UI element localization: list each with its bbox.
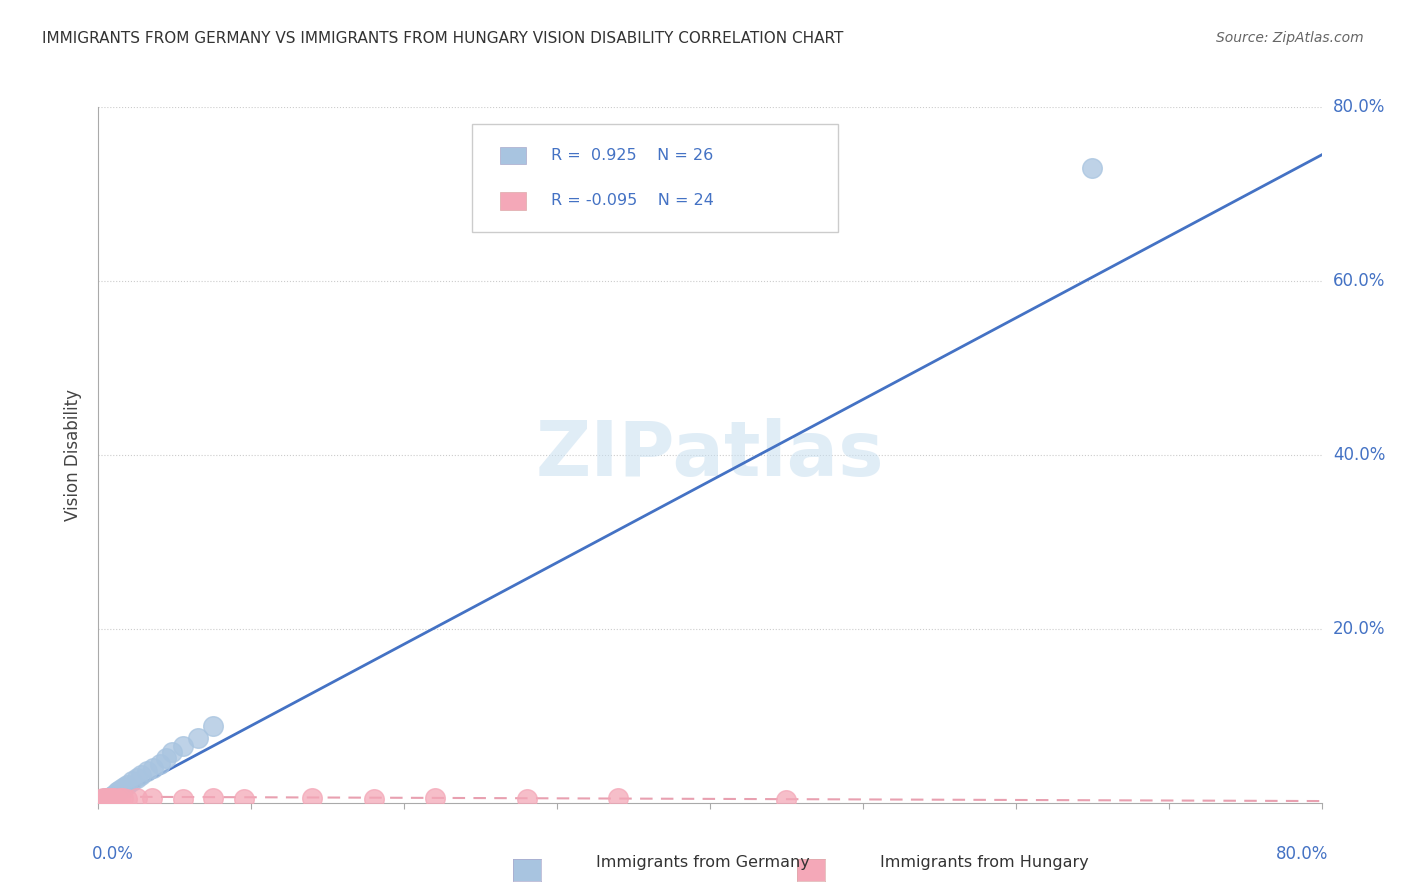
Point [232,792,254,806]
Point [363,792,385,806]
Point [101,790,124,805]
Point [516,792,538,806]
Point [172,792,194,806]
Point [91,793,114,807]
Text: R = -0.095    N = 24: R = -0.095 N = 24 [551,194,714,209]
Text: 0.0%: 0.0% [93,845,134,863]
FancyBboxPatch shape [499,193,526,210]
Text: Immigrants from Germany: Immigrants from Germany [596,855,810,870]
Point [98,791,121,805]
Point [94,792,117,806]
Point [607,791,630,805]
Point [101,789,124,803]
Point [97,793,120,807]
Point [110,781,132,796]
Point [104,787,127,801]
Point [149,756,172,771]
Point [107,783,129,797]
Point [94,790,117,805]
Point [1081,161,1104,175]
Text: Source: ZipAtlas.com: Source: ZipAtlas.com [1216,31,1364,45]
Point [775,793,797,807]
Point [98,791,121,805]
Point [117,792,139,806]
Point [136,764,159,779]
Point [202,719,225,733]
Point [100,789,122,804]
Text: ZIPatlas: ZIPatlas [536,418,884,491]
Point [105,785,128,799]
Point [121,774,143,789]
Text: 80.0%: 80.0% [1333,98,1385,116]
Point [97,790,120,805]
Point [125,772,148,786]
Text: 60.0%: 60.0% [1333,272,1385,290]
Point [112,780,135,794]
Point [103,791,125,805]
Point [108,790,131,805]
Text: R =  0.925    N = 26: R = 0.925 N = 26 [551,148,713,163]
Point [155,750,177,764]
Point [90,792,112,806]
Point [423,791,446,805]
FancyBboxPatch shape [499,147,526,164]
Text: IMMIGRANTS FROM GERMANY VS IMMIGRANTS FROM HUNGARY VISION DISABILITY CORRELATION: IMMIGRANTS FROM GERMANY VS IMMIGRANTS FR… [42,31,844,46]
Point [100,792,122,806]
Y-axis label: Vision Disability: Vision Disability [65,389,83,521]
Point [93,792,115,806]
Point [93,791,115,805]
FancyBboxPatch shape [471,124,838,232]
Text: 20.0%: 20.0% [1333,620,1385,638]
Point [141,791,163,805]
Point [91,791,114,805]
Point [172,739,194,754]
Point [125,790,148,805]
Text: 40.0%: 40.0% [1333,446,1385,464]
Text: Immigrants from Hungary: Immigrants from Hungary [880,855,1088,870]
Point [187,731,209,745]
Point [129,768,152,782]
Point [105,792,128,806]
Point [301,791,323,805]
Point [160,745,183,759]
Text: 80.0%: 80.0% [1275,845,1327,863]
Point [103,788,125,802]
Point [202,791,225,805]
Point [142,761,165,775]
Point [111,791,134,805]
Point [117,778,139,792]
